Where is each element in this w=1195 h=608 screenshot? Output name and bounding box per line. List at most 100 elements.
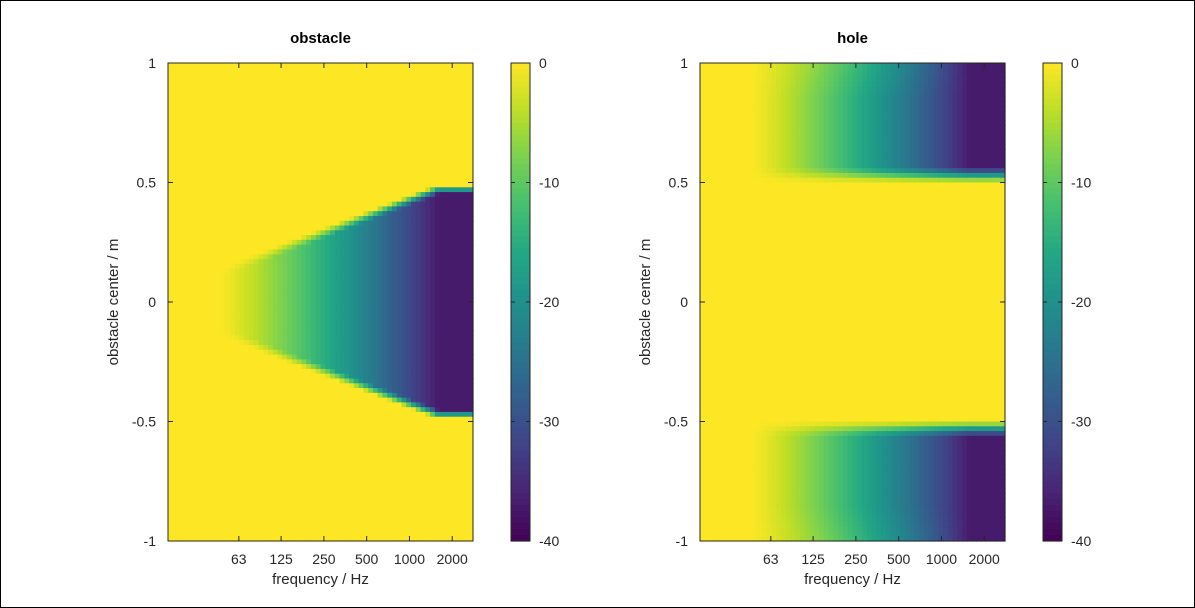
heatmap-cell (334, 101, 341, 107)
heatmap-cell (339, 77, 345, 83)
heatmap-cell (368, 450, 374, 456)
heatmap-cell (391, 359, 398, 365)
heatmap-cell (291, 77, 298, 83)
heatmap-cell (387, 273, 393, 279)
heatmap-cell (206, 316, 212, 322)
heatmap-cell (201, 325, 207, 332)
heatmap-cell (387, 359, 393, 365)
heatmap-cell (187, 397, 193, 403)
heatmap-cell (363, 96, 369, 102)
heatmap-cell (344, 488, 350, 494)
heatmap-cell (310, 211, 317, 217)
heatmap-cell (191, 134, 198, 141)
heatmap-cell (296, 182, 303, 188)
heatmap-cell (206, 63, 212, 69)
heatmap-cell (225, 196, 231, 203)
heatmap-cell (282, 536, 288, 542)
heatmap-cell (396, 378, 403, 384)
heatmap-cell (249, 431, 255, 437)
heatmap-cell (306, 96, 312, 102)
heatmap-cell (191, 163, 198, 169)
heatmap-cell (320, 469, 326, 475)
heatmap-cell (330, 225, 336, 231)
heatmap-cell (182, 450, 188, 456)
heatmap-cell (239, 340, 245, 346)
heatmap-cell (182, 359, 188, 365)
heatmap-cell (325, 82, 331, 88)
heatmap-cell (291, 445, 298, 451)
heatmap-cell (244, 196, 250, 203)
heatmap-cell (358, 478, 364, 485)
heatmap-cell (168, 297, 174, 303)
heatmap-cell (268, 531, 274, 537)
heatmap-cell (187, 502, 193, 509)
heatmap-cell (391, 454, 398, 461)
heatmap-cell (291, 225, 298, 231)
heatmap-cell (168, 306, 174, 313)
heatmap-cell (277, 373, 283, 380)
heatmap-cell (349, 517, 355, 523)
heatmap-cell (258, 220, 264, 227)
heatmap-cell (244, 235, 250, 241)
heatmap-cell (363, 416, 369, 423)
heatmap-cell (301, 345, 307, 351)
heatmap-cell (229, 349, 236, 356)
heatmap-cell (291, 435, 298, 442)
heatmap-cell (239, 474, 245, 480)
heatmap-cell (391, 282, 398, 289)
heatmap-cell (368, 302, 374, 308)
heatmap-cell (258, 474, 264, 480)
heatmap-cell (282, 488, 288, 494)
heatmap-cell (244, 340, 250, 346)
heatmap-cell (349, 196, 355, 203)
heatmap-cell (168, 478, 174, 485)
heatmap-cell (263, 325, 269, 332)
heatmap-cell (220, 469, 226, 475)
heatmap-cell (368, 507, 374, 513)
heatmap-cell (177, 497, 183, 504)
heatmap-cell (344, 235, 350, 241)
heatmap-cell (320, 196, 326, 203)
heatmap-cell (301, 182, 307, 188)
heatmap-cell (253, 96, 260, 102)
heatmap-cell (344, 416, 350, 423)
heatmap-cell (334, 206, 341, 212)
heatmap-cell (353, 493, 360, 499)
heatmap-cell (239, 192, 245, 198)
heatmap-cell (315, 220, 322, 227)
heatmap-cell (310, 115, 317, 121)
heatmap-cell (253, 292, 260, 298)
heatmap-cell (287, 306, 293, 313)
heatmap-cell (201, 368, 207, 375)
heatmap-cell (206, 67, 212, 74)
heatmap-cell (234, 536, 241, 542)
heatmap-cell (315, 445, 322, 451)
heatmap-cell (272, 254, 279, 260)
heatmap-cell (282, 115, 288, 121)
heatmap-cell (315, 431, 322, 437)
heatmap-cell (234, 120, 241, 126)
heatmap-cell (272, 521, 279, 528)
heatmap-cell (244, 258, 250, 265)
heatmap-cell (220, 149, 226, 155)
heatmap-cell (301, 411, 307, 418)
heatmap-cell (268, 431, 274, 437)
heatmap-cell (387, 450, 393, 456)
heatmap-cell (334, 244, 341, 251)
heatmap-cell (210, 378, 217, 384)
heatmap-cell (387, 454, 393, 461)
heatmap-cell (234, 359, 241, 365)
heatmap-cell (358, 129, 364, 136)
heatmap-cell (363, 268, 369, 274)
heatmap-cell (325, 235, 331, 241)
heatmap-cell (206, 493, 212, 499)
heatmap-cell (187, 278, 193, 284)
heatmap-cell (320, 254, 326, 260)
heatmap-cell (339, 163, 345, 169)
heatmap-cell (287, 497, 293, 504)
heatmap-cell (234, 139, 241, 145)
heatmap-cell (215, 196, 222, 203)
heatmap-cell (282, 407, 288, 413)
heatmap-cell (391, 321, 398, 327)
heatmap-cell (306, 397, 312, 403)
